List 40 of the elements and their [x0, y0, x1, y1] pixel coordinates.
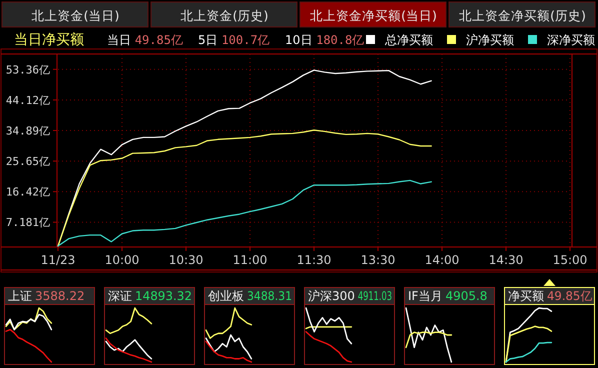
y-tick-label: 25.65亿: [6, 155, 50, 168]
chart-title: 深证: [108, 289, 132, 303]
y-tick-label: 44.12亿: [6, 94, 50, 107]
y-tick-label: 7.181亿: [6, 216, 50, 230]
x-tick-label: 11:30: [296, 253, 332, 267]
text: 14893.32: [135, 289, 192, 303]
legend-label: 沪净买额: [466, 33, 514, 47]
text: 3588.22: [35, 289, 85, 303]
text: 北上资金净买额(历史): [459, 8, 586, 23]
chart-title: 净买额: [508, 289, 544, 303]
legend-label: 深净买额: [547, 33, 595, 47]
chart-title: 沪深300: [308, 289, 355, 303]
y-tick-label: 53.36亿: [6, 63, 50, 76]
text: 北上资金净买额(当日): [310, 8, 437, 23]
text: 当日 49.85亿: [107, 33, 183, 47]
chart-title: 上证: [8, 289, 32, 303]
line-series: [57, 130, 432, 247]
y-tick-label: 34.89亿: [6, 124, 50, 138]
x-tick-label: 10:30: [168, 253, 204, 267]
text: 4911.03: [358, 289, 408, 303]
chart-title: 创业板: [208, 289, 244, 303]
chart-title: 当日净买额: [14, 32, 84, 48]
text: 北上资金(历史): [180, 8, 268, 23]
x-tick-label: 14:00: [424, 253, 460, 267]
text: 北上资金(当日): [32, 8, 120, 23]
x-tick-label: 10:00: [104, 253, 140, 267]
x-tick-label: 14:30: [488, 253, 524, 267]
x-tick-label: 11:00: [232, 253, 268, 267]
y-tick-label: 16.42亿: [6, 186, 50, 199]
text: 3488.31: [247, 289, 297, 303]
legend-label: 总净买额: [384, 33, 433, 47]
x-tick-label: 15:00: [552, 253, 588, 267]
text: 4905.8: [445, 289, 488, 303]
text: 5日 100.7亿: [198, 33, 270, 47]
x-tick-label: 11/23: [40, 253, 76, 267]
text: 10日 180.8亿: [285, 33, 364, 47]
text: 49.85亿: [547, 289, 594, 303]
line-series: [57, 180, 432, 247]
x-tick-label: 13:30: [360, 253, 396, 267]
chart-title: IF当月: [408, 289, 442, 303]
